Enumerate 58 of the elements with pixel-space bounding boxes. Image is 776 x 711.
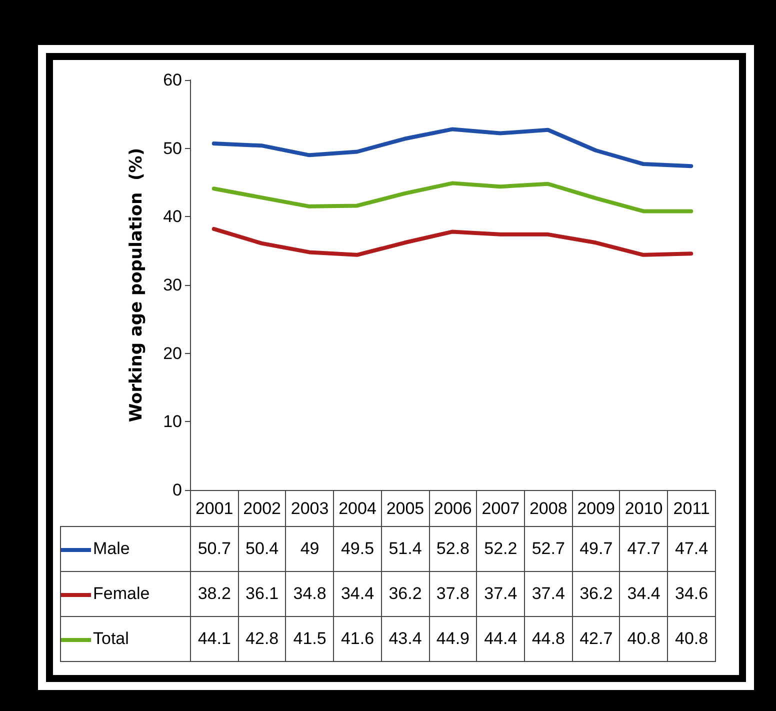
y-axis-title: Working age population (%) bbox=[126, 148, 146, 422]
data-label: 41.5 bbox=[286, 616, 334, 662]
data-label: 37.4 bbox=[524, 572, 572, 616]
data-label: 36.1 bbox=[238, 572, 286, 616]
x-tick-label: 2011 bbox=[668, 490, 716, 526]
data-label: 34.8 bbox=[286, 572, 334, 616]
data-label: 43.4 bbox=[381, 616, 430, 662]
y-tick-label: 50 bbox=[163, 138, 182, 158]
data-label: 50.4 bbox=[238, 526, 286, 572]
data-label: 42.8 bbox=[238, 616, 286, 662]
data-label: 47.4 bbox=[668, 526, 716, 572]
x-tick-label: 2006 bbox=[429, 490, 477, 526]
x-tick-label: 2007 bbox=[476, 490, 525, 526]
data-label: 49.7 bbox=[572, 526, 620, 572]
x-tick-label: 2010 bbox=[620, 490, 668, 526]
data-label: 34.6 bbox=[668, 572, 716, 616]
data-label: 41.6 bbox=[334, 616, 382, 662]
x-tick-label: 2002 bbox=[238, 490, 286, 526]
data-label: 52.2 bbox=[476, 526, 525, 572]
data-label: 52.8 bbox=[429, 526, 477, 572]
data-label: 38.2 bbox=[190, 572, 238, 616]
y-tick-label: 40 bbox=[163, 207, 182, 226]
data-label: 36.2 bbox=[381, 572, 430, 616]
data-label: 40.8 bbox=[620, 616, 668, 662]
y-tick-label: 20 bbox=[163, 344, 182, 363]
data-label: 52.7 bbox=[524, 526, 572, 572]
legend-label: Total bbox=[60, 616, 190, 662]
data-label: 44.9 bbox=[429, 616, 477, 662]
data-label: 40.8 bbox=[668, 616, 716, 662]
x-tick-label: 2005 bbox=[381, 490, 430, 526]
data-label: 44.4 bbox=[476, 616, 525, 662]
line-series bbox=[212, 226, 694, 257]
x-tick-label: 2003 bbox=[286, 490, 334, 526]
y-tick-label: 30 bbox=[163, 276, 182, 294]
line-series bbox=[212, 181, 694, 214]
data-label: 42.7 bbox=[572, 616, 620, 662]
y-tick-label: 60 bbox=[163, 70, 182, 90]
data-label: 36.2 bbox=[572, 572, 620, 616]
data-label: 50.7 bbox=[190, 526, 238, 572]
x-tick-label: 2001 bbox=[190, 490, 238, 526]
x-tick-label: 2004 bbox=[334, 490, 382, 526]
data-label: 44.1 bbox=[190, 616, 238, 662]
x-tick-label: 2009 bbox=[572, 490, 620, 526]
legend-label: Male bbox=[60, 526, 190, 572]
data-label: 34.4 bbox=[620, 572, 668, 616]
x-tick-label: 2008 bbox=[524, 490, 572, 526]
data-label: 49 bbox=[286, 526, 334, 572]
y-tick-label: 0 bbox=[172, 480, 182, 500]
data-label: 37.8 bbox=[429, 572, 477, 616]
data-label: 34.4 bbox=[334, 572, 382, 616]
data-label: 47.7 bbox=[620, 526, 668, 572]
data-label: 37.4 bbox=[476, 572, 525, 616]
data-label: 49.5 bbox=[334, 526, 382, 572]
data-label: 44.8 bbox=[524, 616, 572, 662]
data-label: 51.4 bbox=[381, 526, 430, 572]
line-series bbox=[212, 127, 694, 168]
legend-label: Female bbox=[60, 572, 190, 616]
y-tick-label: 10 bbox=[163, 412, 182, 432]
